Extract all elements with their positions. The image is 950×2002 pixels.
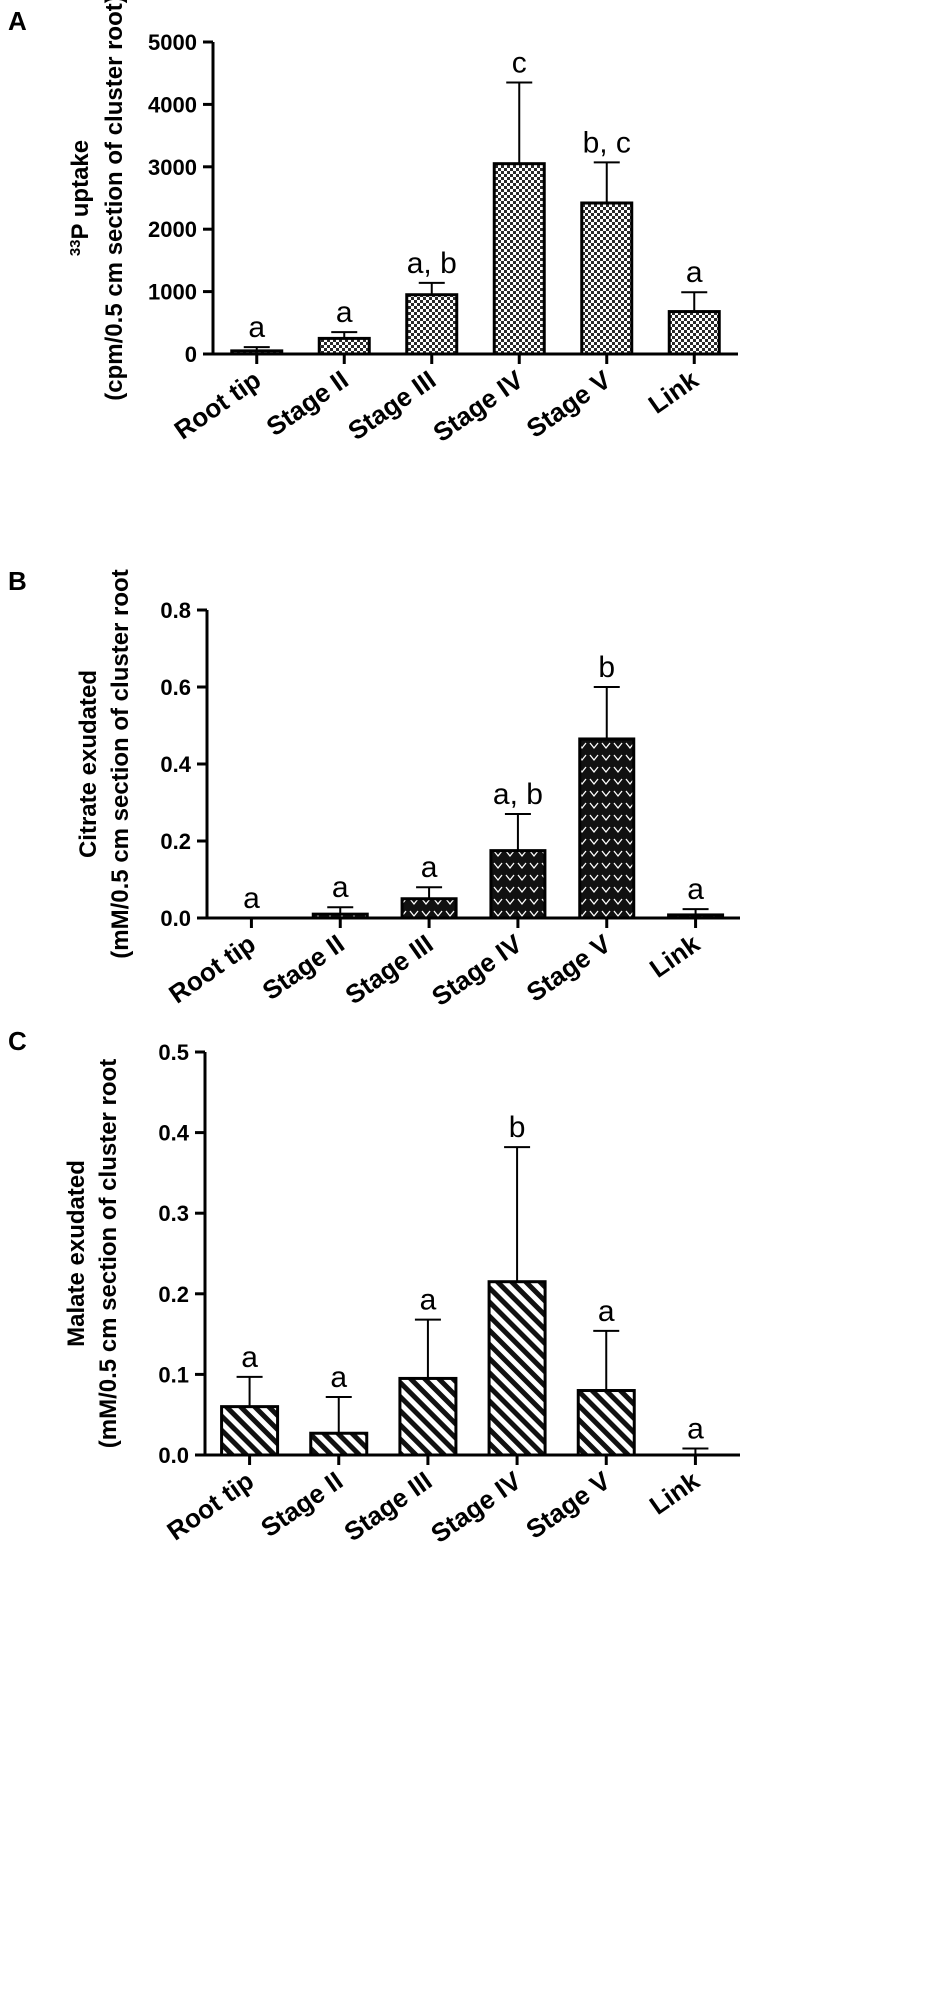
significance-label: a	[686, 256, 703, 289]
y-tick-label: 3000	[148, 155, 197, 180]
category-label: Root tip	[169, 364, 267, 445]
significance-label: a	[336, 296, 353, 329]
significance-label: a, b	[407, 247, 457, 280]
bar	[578, 737, 636, 920]
y-tick-label: 0.0	[158, 1443, 189, 1468]
bar	[667, 913, 725, 920]
bar	[220, 1405, 280, 1457]
y-tick-label: 0.2	[160, 829, 191, 854]
bar	[667, 310, 721, 356]
bar	[230, 349, 284, 356]
significance-label: b	[598, 651, 615, 684]
y-axis-label-line2: (cpm/0.5 cm section of cluster root)	[101, 0, 128, 401]
bar	[309, 1431, 369, 1457]
bar	[580, 201, 634, 356]
y-axis-label-line2: (mM/0.5 cm section of cluster root	[107, 569, 134, 958]
significance-label: c	[512, 47, 527, 80]
category-label: Stage II	[255, 1465, 348, 1543]
y-tick-label: 0.4	[160, 752, 191, 777]
category-label: Stage III	[338, 1465, 437, 1547]
y-tick-label: 4000	[148, 92, 197, 117]
y-tick-label: 0.0	[160, 906, 191, 931]
category-label: Stage V	[520, 1465, 616, 1545]
y-tick-label: 0.8	[160, 598, 191, 623]
y-tick-label: 5000	[148, 30, 197, 55]
category-label: Stage IV	[425, 1465, 527, 1549]
y-tick-label: 0.2	[158, 1282, 189, 1307]
chart-a: 0 1000 2000 3000 4000 5000 33P uptake (cpm/0.5 …	[67, 0, 738, 448]
category-label: Link	[644, 1465, 705, 1521]
category-label: Root tip	[163, 928, 261, 1009]
y-axis-label-line2: (mM/0.5 cm section of cluster root	[95, 1059, 122, 1448]
significance-label: a	[687, 873, 704, 906]
chart-c: 0.0 0.1 0.2 0.3 0.4 0.5 Malate exudated (mM/0.5…	[63, 1040, 740, 1549]
category-label: Stage III	[340, 928, 439, 1010]
bar	[317, 336, 371, 356]
significance-label: a	[241, 1341, 258, 1374]
significance-label: a, b	[493, 778, 543, 811]
y-tick-label: 0.5	[158, 1040, 189, 1065]
significance-label: a	[248, 311, 265, 344]
category-label: Stage II	[257, 928, 350, 1006]
y-tick-label: 1000	[148, 280, 197, 305]
category-label: Link	[643, 364, 704, 420]
bar	[311, 912, 369, 920]
category-label: Stage IV	[427, 364, 529, 448]
y-axis-label-line1: Citrate exudated	[75, 670, 102, 858]
significance-label: a	[687, 1413, 704, 1446]
y-axis-label-line1: Malate exudated	[63, 1160, 90, 1347]
panel-a-letter: A	[8, 6, 27, 36]
category-label: Stage III	[342, 364, 441, 446]
bar	[489, 849, 547, 920]
bar	[398, 1376, 458, 1457]
y-tick-label: 0.4	[158, 1121, 189, 1146]
y-tick-label: 0.6	[160, 675, 191, 700]
y-tick-label: 0.3	[158, 1201, 189, 1226]
bar	[405, 293, 459, 356]
bar	[400, 897, 458, 920]
y-axis-label-line1: 33P uptake	[67, 140, 95, 256]
significance-label: a	[420, 1284, 437, 1317]
bar	[487, 1280, 547, 1457]
chart-b: 0.0 0.2 0.4 0.6 0.8 Citrate exudated (mM/0.5 c…	[75, 569, 740, 1012]
significance-label: a	[243, 882, 260, 915]
category-label: Root tip	[161, 1465, 259, 1546]
significance-label: a	[332, 871, 349, 904]
significance-label: a	[598, 1295, 615, 1328]
bar	[576, 1389, 636, 1457]
category-label: Link	[644, 928, 705, 984]
significance-label: b	[509, 1111, 526, 1144]
y-tick-label: 0	[185, 342, 197, 367]
y-tick-label: 0.1	[158, 1362, 189, 1387]
panel-b-letter: B	[8, 566, 27, 596]
significance-label: a	[421, 851, 438, 884]
bar	[492, 162, 546, 356]
category-label: Stage V	[521, 928, 617, 1008]
panel-c-letter: C	[8, 1026, 27, 1056]
significance-label: a	[330, 1361, 347, 1394]
significance-label: b, c	[583, 126, 631, 159]
category-label: Stage V	[521, 364, 617, 444]
y-tick-label: 2000	[148, 217, 197, 242]
category-label: Stage II	[261, 364, 354, 442]
